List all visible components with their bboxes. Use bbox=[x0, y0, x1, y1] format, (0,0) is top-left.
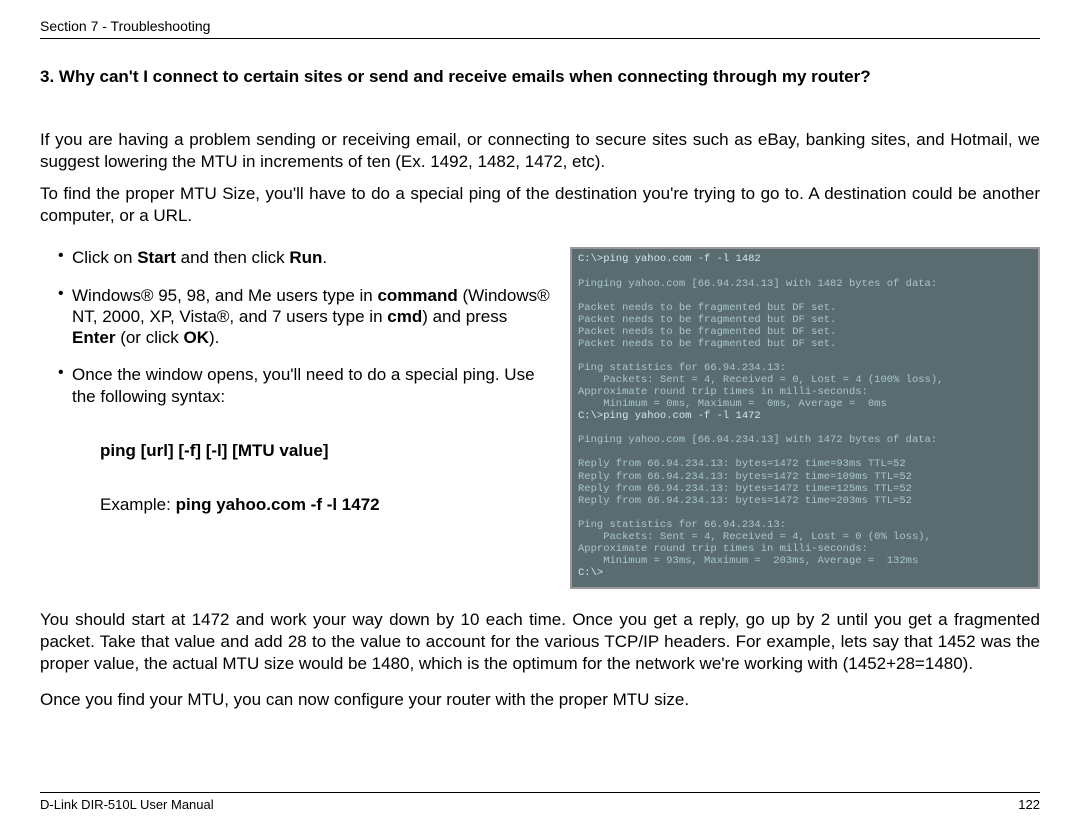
ping-syntax: ping [url] [-f] [-l] [MTU value] bbox=[100, 441, 550, 461]
term-line: C:\>ping yahoo.com -f -l 1482 bbox=[578, 253, 761, 265]
bullet-mark: • bbox=[58, 364, 72, 407]
bullet-1: • Click on Start and then click Run. bbox=[40, 247, 550, 268]
bullet-1-text: Click on Start and then click Run. bbox=[72, 247, 327, 268]
paragraph-1: If you are having a problem sending or r… bbox=[40, 129, 1040, 173]
text: . bbox=[322, 248, 327, 267]
term-line: Packet needs to be fragmented but DF set… bbox=[578, 302, 836, 314]
example-command: ping yahoo.com -f -l 1472 bbox=[176, 495, 380, 514]
bullet-3: • Once the window opens, you'll need to … bbox=[40, 364, 550, 407]
term-line: Minimum = 0ms, Maximum = 0ms, Average = … bbox=[578, 398, 887, 410]
term-line: Pinging yahoo.com [66.94.234.13] with 14… bbox=[578, 434, 937, 446]
bold-cmd: cmd bbox=[387, 307, 422, 326]
paragraph-4: Once you find your MTU, you can now conf… bbox=[40, 689, 1040, 711]
section-header: Section 7 - Troubleshooting bbox=[40, 18, 1040, 39]
term-line: Pinging yahoo.com [66.94.234.13] with 14… bbox=[578, 278, 937, 290]
text: Windows® 95, 98, and Me users type in bbox=[72, 286, 377, 305]
term-line: Reply from 66.94.234.13: bytes=1472 time… bbox=[578, 495, 912, 507]
term-line: Packet needs to be fragmented but DF set… bbox=[578, 326, 836, 338]
term-line: C:\> bbox=[578, 567, 603, 579]
term-line: Reply from 66.94.234.13: bytes=1472 time… bbox=[578, 483, 912, 495]
question-heading: 3. Why can't I connect to certain sites … bbox=[40, 67, 1040, 87]
term-line: Packets: Sent = 4, Received = 0, Lost = … bbox=[578, 374, 943, 386]
text: and then click bbox=[176, 248, 289, 267]
text: (or click bbox=[115, 328, 183, 347]
left-column: • Click on Start and then click Run. • W… bbox=[40, 247, 550, 515]
term-line: Approximate round trip times in milli-se… bbox=[578, 543, 868, 555]
ping-example: Example: ping yahoo.com -f -l 1472 bbox=[100, 495, 550, 515]
term-line: Packets: Sent = 4, Received = 4, Lost = … bbox=[578, 531, 931, 543]
text: ) and press bbox=[422, 307, 507, 326]
bold-start: Start bbox=[137, 248, 176, 267]
term-line: C:\>ping yahoo.com -f -l 1472 bbox=[578, 410, 761, 422]
bullet-mark: • bbox=[58, 285, 72, 349]
paragraph-3: You should start at 1472 and work your w… bbox=[40, 609, 1040, 675]
text: Click on bbox=[72, 248, 137, 267]
term-line: Reply from 66.94.234.13: bytes=1472 time… bbox=[578, 458, 906, 470]
term-line: Minimum = 93ms, Maximum = 203ms, Average… bbox=[578, 555, 918, 567]
term-line: Packet needs to be fragmented but DF set… bbox=[578, 338, 836, 350]
page-footer: D-Link DIR-510L User Manual 122 bbox=[40, 792, 1040, 812]
footer-page-number: 122 bbox=[1018, 797, 1040, 812]
term-line: Ping statistics for 66.94.234.13: bbox=[578, 519, 786, 531]
term-line: Packet needs to be fragmented but DF set… bbox=[578, 314, 836, 326]
term-line: Ping statistics for 66.94.234.13: bbox=[578, 362, 786, 374]
paragraph-2: To find the proper MTU Size, you'll have… bbox=[40, 183, 1040, 227]
bullet-mark: • bbox=[58, 247, 72, 268]
footer-manual-title: D-Link DIR-510L User Manual bbox=[40, 797, 214, 812]
bold-command: command bbox=[377, 286, 457, 305]
bullet-2-text: Windows® 95, 98, and Me users type in co… bbox=[72, 285, 550, 349]
bold-ok: OK bbox=[183, 328, 209, 347]
bold-enter: Enter bbox=[72, 328, 115, 347]
bullet-2: • Windows® 95, 98, and Me users type in … bbox=[40, 285, 550, 349]
bullet-3-text: Once the window opens, you'll need to do… bbox=[72, 364, 550, 407]
content-columns: • Click on Start and then click Run. • W… bbox=[40, 247, 1040, 589]
text: Example: bbox=[100, 495, 176, 514]
text: ). bbox=[209, 328, 219, 347]
term-line: Reply from 66.94.234.13: bytes=1472 time… bbox=[578, 471, 912, 483]
bold-run: Run bbox=[289, 248, 322, 267]
terminal-window: C:\>ping yahoo.com -f -l 1482 Pinging ya… bbox=[570, 247, 1040, 589]
term-line: Approximate round trip times in milli-se… bbox=[578, 386, 868, 398]
